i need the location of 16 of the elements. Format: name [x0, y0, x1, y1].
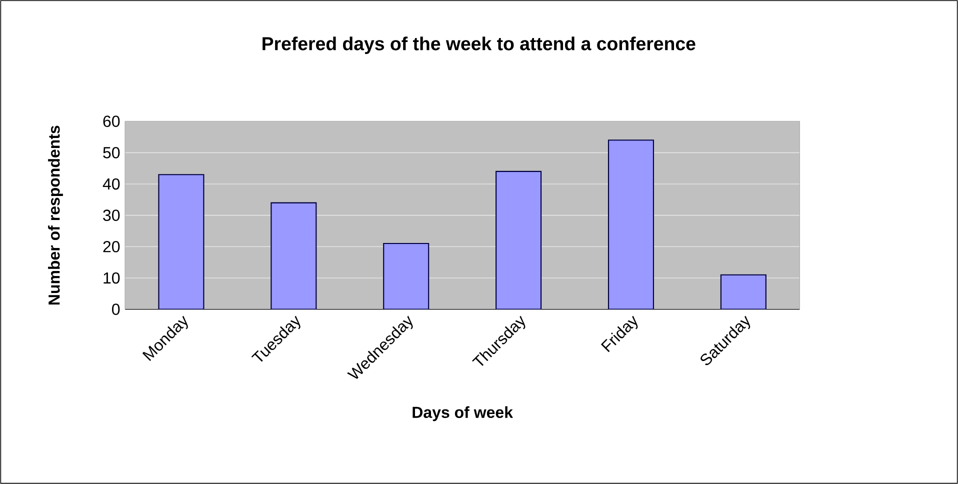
y-tick-label: 10 [104, 272, 120, 284]
bar [720, 274, 766, 310]
bar [158, 174, 204, 310]
y-tick-label: 60 [103, 116, 120, 127]
chart-title: Prefered days of the week to attend a conference [262, 36, 696, 54]
bar [383, 242, 430, 310]
y-tick-label: 0 [112, 304, 120, 315]
y-tick-label: 40 [102, 178, 120, 190]
y-tick-label: 20 [103, 241, 120, 252]
y-tick-label: 30 [103, 210, 120, 221]
bar [496, 170, 542, 310]
y-tick-label: 50 [103, 147, 120, 158]
y-axis-title: Number of respondents [48, 126, 63, 304]
bar [270, 202, 317, 310]
bar [608, 140, 654, 310]
x-axis-title: Days of week [412, 406, 514, 422]
